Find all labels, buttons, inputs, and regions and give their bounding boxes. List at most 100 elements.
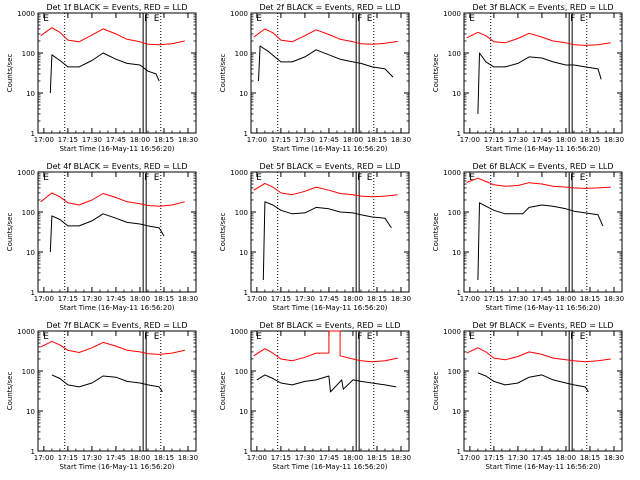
x-tick-label: 17:30 xyxy=(508,454,528,462)
x-axis-label: Start Time (16-May-11 16:56:20) xyxy=(59,463,174,471)
x-tick-label: 17:45 xyxy=(106,295,126,303)
x-tick-label: 17:15 xyxy=(484,295,504,303)
y-tick-label: 1000 xyxy=(17,10,35,18)
x-tick-label: 17:00 xyxy=(460,454,480,462)
x-tick-label: 17:30 xyxy=(295,136,315,144)
marker-label-e: E xyxy=(256,332,262,342)
x-tick-label: 17:45 xyxy=(532,295,552,303)
y-tick-label: 1 xyxy=(31,448,35,456)
marker-label-e: E xyxy=(154,173,160,183)
marker-label-f: F xyxy=(144,332,149,342)
x-tick-label: 18:30 xyxy=(178,295,198,303)
y-tick-label: 1000 xyxy=(17,328,35,336)
y-tick-label: 1000 xyxy=(230,328,248,336)
y-axis-label: Counts/sec xyxy=(219,372,227,411)
panel-title: Det 2f BLACK = Events, RED = LLD xyxy=(259,3,400,12)
x-axis-label: Start Time (16-May-11 16:56:20) xyxy=(59,145,174,153)
series-events-black xyxy=(256,374,397,393)
detector-panel-4: Det 4f BLACK = Events, RED = LLD Counts/s… xyxy=(6,162,198,312)
marker-label-e: E xyxy=(256,14,262,24)
x-tick-label: 18:30 xyxy=(604,136,624,144)
marker-label-e: E xyxy=(469,14,475,24)
y-axis-label: Counts/sec xyxy=(432,372,440,411)
x-tick-label: 17:45 xyxy=(106,136,126,144)
x-tick-label: 17:15 xyxy=(271,295,291,303)
x-tick-label: 17:30 xyxy=(82,136,102,144)
x-tick-label: 18:30 xyxy=(391,136,411,144)
y-tick-label: 1 xyxy=(31,289,35,297)
series-lld-red xyxy=(40,27,185,46)
y-tick-label: 10 xyxy=(452,90,461,98)
detector-panel-8: Det 8f BLACK = Events, RED = LLD Counts/s… xyxy=(219,321,411,471)
x-tick-label: 17:15 xyxy=(484,136,504,144)
x-tick-label: 18:15 xyxy=(580,454,600,462)
y-tick-label: 1 xyxy=(457,448,461,456)
marker-label-f: F xyxy=(357,14,362,24)
x-tick-label: 17:00 xyxy=(247,136,267,144)
detector-panel-5: Det 5f BLACK = Events, RED = LLD Counts/s… xyxy=(219,162,411,312)
detector-panel-7: Det 7f BLACK = Events, RED = LLD Counts/s… xyxy=(6,321,198,471)
plot-frame xyxy=(463,330,623,452)
panel-title: Det 5f BLACK = Events, RED = LLD xyxy=(259,162,400,171)
x-tick-label: 18:30 xyxy=(391,454,411,462)
detector-panel-2: Det 2f BLACK = Events, RED = LLD Counts/s… xyxy=(219,3,411,153)
series-lld-red xyxy=(253,28,398,45)
marker-label-e: E xyxy=(580,173,586,183)
x-tick-label: 18:00 xyxy=(556,295,576,303)
detector-panel-9: Det 9f BLACK = Events, RED = LLD Counts/s… xyxy=(432,321,624,471)
y-tick-label: 100 xyxy=(235,50,248,58)
x-tick-label: 18:00 xyxy=(130,136,150,144)
panel-title: Det 7f BLACK = Events, RED = LLD xyxy=(46,321,187,330)
series-lld-red xyxy=(253,182,398,198)
y-axis-label: Counts/sec xyxy=(6,372,14,411)
series-events-black xyxy=(49,213,165,253)
y-tick-label: 100 xyxy=(22,368,35,376)
y-tick-label: 10 xyxy=(452,408,461,416)
y-axis-label: Counts/sec xyxy=(6,54,14,93)
marker-label-e: E xyxy=(43,14,49,24)
marker-label-f: F xyxy=(357,332,362,342)
x-tick-label: 18:15 xyxy=(580,295,600,303)
x-tick-label: 17:30 xyxy=(295,295,315,303)
x-tick-label: 17:00 xyxy=(34,136,54,144)
y-tick-label: 1000 xyxy=(443,328,461,336)
marker-label-f: F xyxy=(144,173,149,183)
x-axis-label: Start Time (16-May-11 16:56:20) xyxy=(485,463,600,471)
y-axis-label: Counts/sec xyxy=(219,213,227,252)
y-tick-label: 1000 xyxy=(230,10,248,18)
x-tick-label: 18:15 xyxy=(580,136,600,144)
panel-title: Det 8f BLACK = Events, RED = LLD xyxy=(259,321,400,330)
x-tick-label: 17:15 xyxy=(58,295,78,303)
y-tick-label: 100 xyxy=(448,209,461,217)
y-tick-label: 100 xyxy=(22,50,35,58)
marker-label-f: F xyxy=(570,14,575,24)
x-tick-label: 17:15 xyxy=(58,136,78,144)
plot-frame xyxy=(463,171,623,293)
marker-label-f: F xyxy=(357,173,362,183)
x-tick-label: 18:15 xyxy=(367,295,387,303)
series-events-black xyxy=(49,52,160,94)
marker-label-f: F xyxy=(570,173,575,183)
x-tick-label: 17:00 xyxy=(34,454,54,462)
y-tick-label: 1 xyxy=(244,289,248,297)
y-tick-label: 100 xyxy=(235,368,248,376)
y-tick-label: 1000 xyxy=(17,169,35,177)
x-tick-label: 17:30 xyxy=(508,136,528,144)
y-axis-label: Counts/sec xyxy=(6,213,14,252)
x-tick-label: 17:45 xyxy=(532,136,552,144)
plot-frame xyxy=(250,171,410,293)
y-tick-label: 100 xyxy=(448,368,461,376)
x-tick-label: 17:00 xyxy=(460,136,480,144)
detector-panel-3: Det 3f BLACK = Events, RED = LLD Counts/s… xyxy=(432,3,624,153)
y-tick-label: 1 xyxy=(31,130,35,138)
x-tick-label: 17:15 xyxy=(484,454,504,462)
x-axis-label: Start Time (16-May-11 16:56:20) xyxy=(59,304,174,312)
x-tick-label: 18:15 xyxy=(154,295,174,303)
x-tick-label: 18:00 xyxy=(556,136,576,144)
marker-label-e: E xyxy=(256,173,262,183)
x-tick-label: 17:15 xyxy=(271,136,291,144)
y-tick-label: 10 xyxy=(239,249,248,257)
y-tick-label: 1 xyxy=(457,130,461,138)
x-tick-label: 18:00 xyxy=(130,295,150,303)
